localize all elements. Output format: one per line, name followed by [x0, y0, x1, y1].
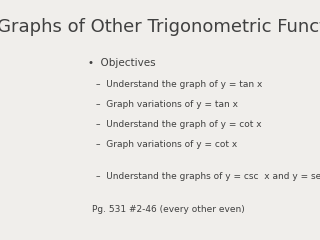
Text: –  Understand the graph of y = tan x: – Understand the graph of y = tan x [96, 80, 263, 89]
Text: –  Graph variations of y = tan x: – Graph variations of y = tan x [96, 100, 238, 109]
Text: Pg. 531 #2-46 (every other even): Pg. 531 #2-46 (every other even) [92, 205, 244, 214]
Text: –  Understand the graph of y = cot x: – Understand the graph of y = cot x [96, 120, 262, 129]
Text: •  Objectives: • Objectives [88, 58, 156, 68]
Text: –  Understand the graphs of y = csc  x and y = sec x: – Understand the graphs of y = csc x and… [96, 172, 320, 181]
Text: 4.6  Graphs of Other Trigonometric Functions: 4.6 Graphs of Other Trigonometric Functi… [0, 18, 320, 36]
Text: –  Graph variations of y = cot x: – Graph variations of y = cot x [96, 140, 237, 149]
